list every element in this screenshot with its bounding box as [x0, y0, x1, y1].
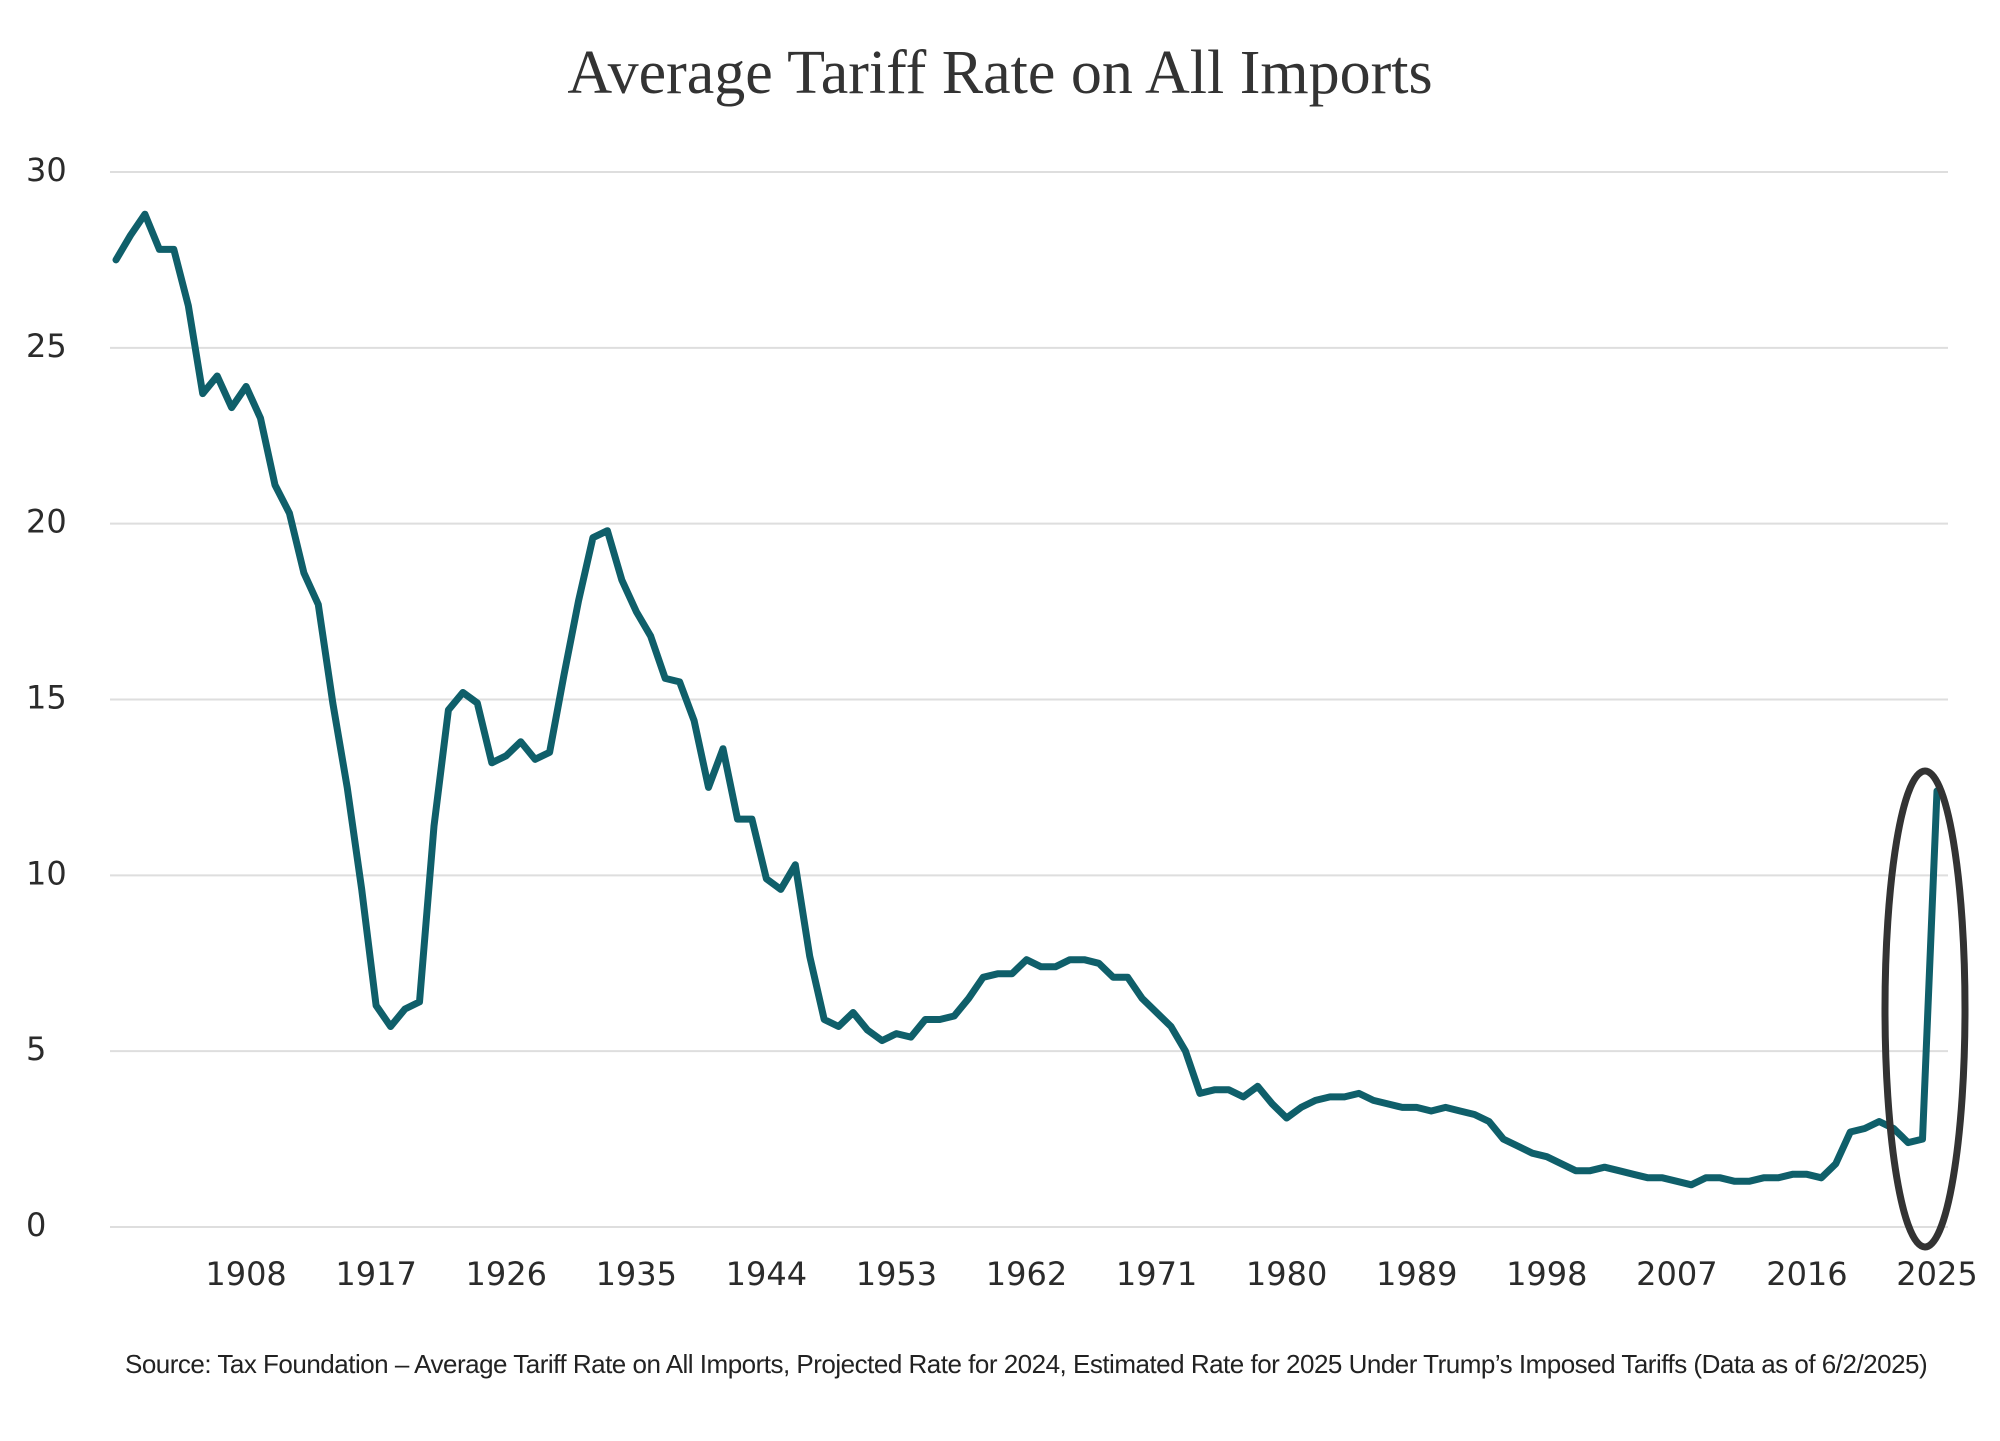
x-tick-label: 1953	[856, 1255, 937, 1293]
x-tick-label: 1926	[465, 1255, 546, 1293]
source-note: Source: Tax Foundation – Average Tariff …	[125, 1349, 1928, 1379]
x-tick-label: 1917	[335, 1255, 416, 1293]
x-tick-label: 1908	[205, 1255, 286, 1293]
y-tick-label: 10	[26, 854, 67, 892]
x-tick-label: 1989	[1376, 1255, 1457, 1293]
y-tick-label: 5	[26, 1030, 46, 1068]
y-tick-label: 30	[26, 151, 67, 189]
line	[112, 210, 1941, 1189]
chart-title: Average Tariff Rate on All Imports	[567, 39, 1432, 107]
x-tick-label: 1944	[726, 1255, 807, 1293]
y-tick-label: 15	[26, 679, 67, 717]
x-tick-label: 2025	[1896, 1255, 1977, 1293]
x-tick-label: 2016	[1766, 1255, 1847, 1293]
y-tick-label: 20	[26, 503, 67, 541]
x-tick-label: 2007	[1636, 1255, 1717, 1293]
x-tick-label: 1962	[986, 1255, 1067, 1293]
x-tick-label: 1935	[596, 1255, 677, 1293]
y-tick-label: 25	[26, 327, 67, 365]
x-tick-label: 1980	[1246, 1255, 1327, 1293]
highlight-ellipse	[1881, 767, 1969, 1251]
x-tick-label: 1971	[1116, 1255, 1197, 1293]
x-tick-label: 1998	[1506, 1255, 1587, 1293]
y-tick-label: 0	[26, 1206, 46, 1244]
